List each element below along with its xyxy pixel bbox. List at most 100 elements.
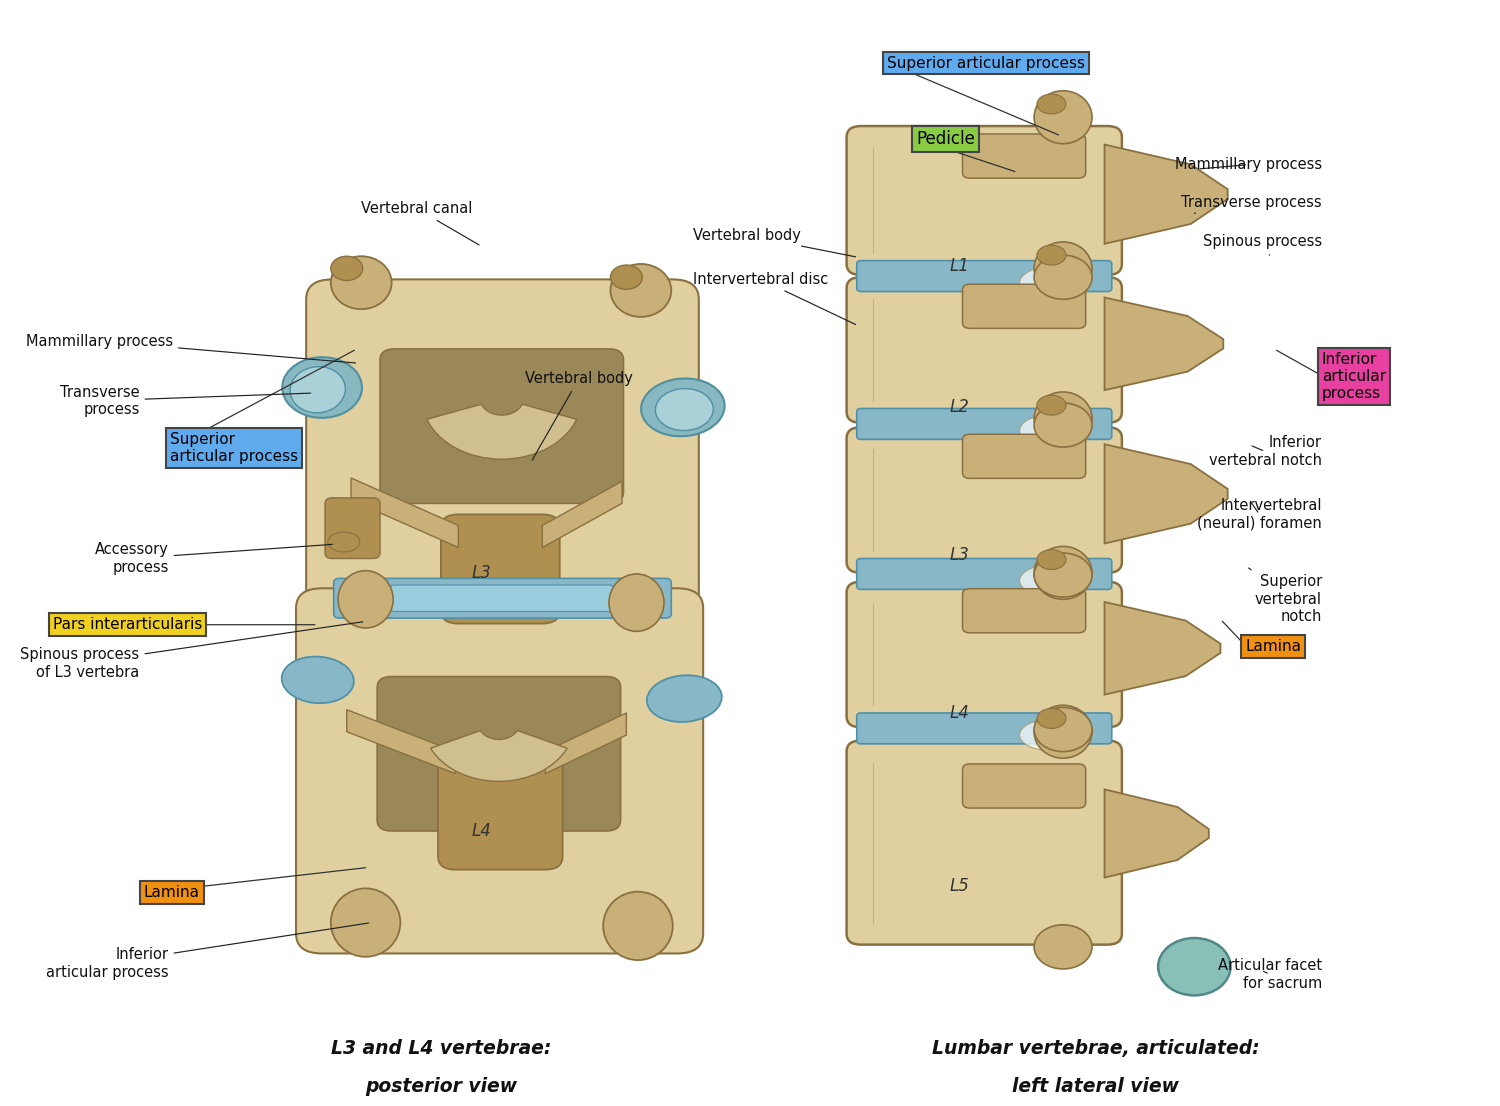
Text: Vertebral body: Vertebral body (693, 228, 855, 257)
Ellipse shape (290, 366, 345, 413)
FancyBboxPatch shape (846, 278, 1122, 422)
Ellipse shape (1036, 709, 1066, 729)
Text: Vertebral body: Vertebral body (525, 372, 633, 460)
Text: Mammillary process: Mammillary process (26, 334, 355, 363)
Text: Intervertebral
(neural) foramen: Intervertebral (neural) foramen (1197, 498, 1322, 531)
Ellipse shape (1020, 720, 1080, 751)
FancyBboxPatch shape (438, 747, 562, 869)
Text: Transverse
process: Transverse process (60, 385, 310, 417)
Ellipse shape (1158, 938, 1230, 995)
FancyBboxPatch shape (846, 427, 1122, 573)
Ellipse shape (332, 257, 392, 310)
FancyBboxPatch shape (846, 582, 1122, 728)
FancyBboxPatch shape (856, 408, 1112, 439)
Ellipse shape (1034, 403, 1092, 447)
FancyBboxPatch shape (963, 764, 1086, 808)
Ellipse shape (1036, 395, 1066, 415)
FancyBboxPatch shape (963, 134, 1086, 178)
Ellipse shape (338, 571, 393, 628)
Wedge shape (430, 731, 567, 781)
Ellipse shape (282, 357, 362, 418)
Text: Accessory
process: Accessory process (94, 542, 333, 575)
FancyBboxPatch shape (856, 559, 1112, 589)
Text: Intervertebral disc: Intervertebral disc (693, 272, 855, 324)
Wedge shape (427, 404, 576, 459)
Ellipse shape (1034, 242, 1092, 295)
FancyBboxPatch shape (963, 435, 1086, 479)
FancyBboxPatch shape (296, 588, 704, 953)
Text: L3: L3 (471, 564, 492, 582)
FancyBboxPatch shape (380, 348, 624, 503)
Ellipse shape (603, 891, 672, 960)
FancyBboxPatch shape (846, 126, 1122, 275)
Text: Superior
vertebral
notch: Superior vertebral notch (1248, 568, 1322, 624)
Ellipse shape (1020, 268, 1080, 299)
Text: Vertebral canal: Vertebral canal (362, 201, 478, 244)
Ellipse shape (1034, 392, 1092, 445)
Text: L4: L4 (950, 703, 969, 722)
Polygon shape (346, 710, 456, 773)
FancyBboxPatch shape (963, 588, 1086, 633)
Polygon shape (1104, 298, 1224, 390)
Ellipse shape (332, 257, 363, 281)
Ellipse shape (1034, 925, 1092, 969)
Text: Inferior
articular
process: Inferior articular process (1322, 352, 1386, 401)
Ellipse shape (282, 657, 354, 703)
Ellipse shape (1034, 553, 1092, 597)
Ellipse shape (1034, 255, 1092, 300)
Polygon shape (543, 481, 622, 547)
Ellipse shape (1034, 708, 1092, 752)
Ellipse shape (610, 265, 642, 290)
Ellipse shape (1020, 415, 1080, 446)
Text: Superior
articular process: Superior articular process (170, 432, 298, 465)
Text: Lamina: Lamina (1245, 639, 1300, 655)
Text: Mammillary process: Mammillary process (1174, 157, 1322, 173)
Ellipse shape (646, 676, 722, 722)
Text: Inferior
articular process: Inferior articular process (46, 924, 369, 980)
Polygon shape (351, 478, 459, 547)
FancyBboxPatch shape (963, 284, 1086, 328)
Text: L3 and L4 vertebrae:: L3 and L4 vertebrae: (330, 1040, 550, 1058)
Text: Inferior
vertebral notch: Inferior vertebral notch (1209, 436, 1322, 468)
FancyBboxPatch shape (326, 498, 380, 559)
Ellipse shape (640, 378, 724, 436)
Text: Lamina: Lamina (144, 885, 200, 900)
Ellipse shape (1034, 546, 1092, 599)
Ellipse shape (610, 264, 672, 317)
Text: L3: L3 (950, 546, 969, 564)
FancyBboxPatch shape (441, 514, 560, 624)
FancyBboxPatch shape (333, 578, 672, 618)
Text: posterior view: posterior view (364, 1077, 518, 1096)
FancyBboxPatch shape (856, 713, 1112, 744)
Text: L1: L1 (950, 258, 969, 275)
Ellipse shape (1020, 565, 1080, 596)
Ellipse shape (656, 388, 714, 430)
Polygon shape (544, 713, 627, 773)
Ellipse shape (1034, 706, 1092, 759)
Ellipse shape (1036, 246, 1066, 265)
Ellipse shape (1036, 550, 1066, 570)
Text: Transverse process: Transverse process (1180, 195, 1322, 213)
Polygon shape (1104, 602, 1221, 695)
Ellipse shape (328, 532, 360, 552)
Ellipse shape (609, 574, 664, 632)
Polygon shape (1104, 445, 1227, 543)
Text: Spinous process
of L3 vertebra: Spinous process of L3 vertebra (21, 622, 363, 679)
Text: Pedicle: Pedicle (916, 131, 975, 148)
FancyBboxPatch shape (856, 261, 1112, 292)
Text: L4: L4 (471, 822, 492, 841)
FancyBboxPatch shape (390, 585, 614, 612)
FancyBboxPatch shape (376, 677, 621, 831)
Polygon shape (1104, 145, 1227, 243)
FancyBboxPatch shape (306, 280, 699, 612)
Text: Lumbar vertebrae, articulated:: Lumbar vertebrae, articulated: (932, 1040, 1260, 1058)
Ellipse shape (1036, 94, 1066, 114)
Text: Articular facet
for sacrum: Articular facet for sacrum (1218, 958, 1322, 991)
Polygon shape (1104, 790, 1209, 878)
FancyBboxPatch shape (846, 741, 1122, 945)
Text: L2: L2 (950, 398, 969, 416)
Text: Superior articular process: Superior articular process (886, 55, 1084, 71)
Text: L5: L5 (950, 877, 969, 895)
Ellipse shape (1034, 91, 1092, 144)
Text: Pars interarticularis: Pars interarticularis (53, 617, 202, 633)
